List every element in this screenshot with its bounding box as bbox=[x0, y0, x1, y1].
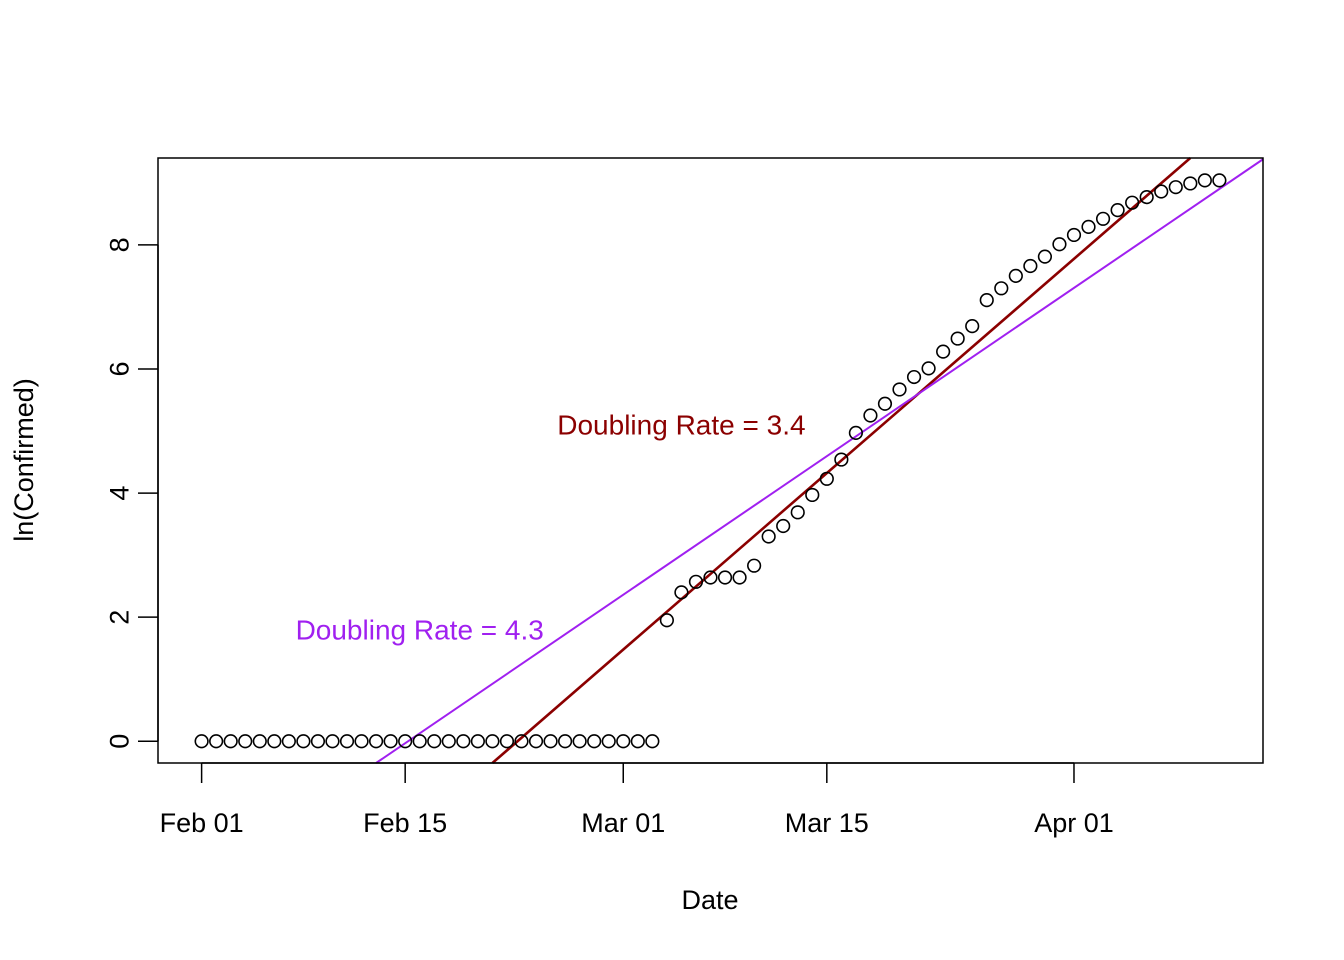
data-point bbox=[1212, 173, 1227, 188]
x-tick-label: Mar 15 bbox=[785, 808, 869, 838]
data-point bbox=[921, 361, 936, 376]
data-point bbox=[732, 570, 747, 585]
data-point bbox=[456, 734, 471, 749]
data-point bbox=[950, 331, 965, 346]
data-point bbox=[223, 734, 238, 749]
data-point bbox=[325, 734, 340, 749]
data-point bbox=[906, 369, 922, 385]
data-point bbox=[1197, 173, 1212, 188]
data-point bbox=[1154, 184, 1169, 199]
data-point bbox=[790, 505, 805, 520]
data-point bbox=[354, 734, 369, 749]
data-point bbox=[238, 734, 253, 749]
data-point bbox=[630, 734, 645, 749]
data-point bbox=[441, 734, 456, 749]
data-point bbox=[688, 574, 704, 589]
data-point bbox=[558, 734, 573, 749]
data-point bbox=[805, 487, 820, 503]
data-point bbox=[412, 734, 427, 749]
data-point bbox=[1008, 268, 1023, 283]
data-point bbox=[194, 734, 209, 749]
data-point bbox=[747, 558, 762, 573]
y-tick-label: 2 bbox=[104, 610, 134, 625]
data-point bbox=[398, 734, 413, 749]
data-point bbox=[1037, 249, 1053, 264]
data-point bbox=[296, 734, 311, 749]
y-tick-label: 8 bbox=[104, 237, 134, 252]
data-point bbox=[979, 292, 994, 308]
data-point bbox=[310, 734, 326, 749]
data-point bbox=[936, 344, 951, 359]
data-point bbox=[1183, 176, 1198, 191]
data-point bbox=[1095, 211, 1111, 226]
x-tick-label: Feb 01 bbox=[160, 808, 244, 838]
data-point bbox=[1168, 180, 1183, 195]
data-point bbox=[819, 471, 834, 486]
data-point bbox=[761, 529, 776, 544]
data-point bbox=[674, 585, 689, 600]
fit-line bbox=[491, 157, 1192, 764]
data-point bbox=[514, 734, 529, 749]
data-point bbox=[834, 452, 849, 467]
data-point bbox=[281, 734, 296, 749]
data-point bbox=[601, 734, 616, 749]
data-point bbox=[587, 734, 602, 749]
data-point bbox=[252, 734, 267, 749]
y-tick-label: 0 bbox=[104, 734, 134, 749]
data-points bbox=[194, 173, 1227, 749]
data-point bbox=[1139, 189, 1154, 205]
data-point bbox=[1066, 227, 1082, 243]
data-point bbox=[572, 734, 587, 749]
fit-line bbox=[375, 158, 1264, 764]
data-point bbox=[877, 396, 893, 411]
data-point bbox=[848, 425, 863, 440]
data-point bbox=[209, 734, 224, 749]
data-point bbox=[717, 570, 733, 585]
data-point bbox=[485, 734, 500, 749]
fit-lines bbox=[375, 157, 1264, 764]
data-point bbox=[863, 408, 878, 423]
data-point bbox=[499, 734, 515, 749]
x-axis: Feb 01 Feb 15 Mar 01 Mar 15 Apr 01 bbox=[160, 762, 1114, 838]
x-tick-label: Mar 01 bbox=[581, 808, 665, 838]
x-tick-label: Feb 15 bbox=[363, 808, 447, 838]
data-point bbox=[267, 734, 282, 749]
data-point bbox=[1081, 219, 1096, 234]
data-point bbox=[383, 734, 398, 749]
doubling-rate-annotation: Doubling Rate = 3.4 bbox=[557, 410, 805, 441]
data-point bbox=[1052, 237, 1067, 252]
data-point bbox=[776, 518, 791, 534]
data-point bbox=[1125, 195, 1140, 210]
x-tick-label: Apr 01 bbox=[1034, 808, 1114, 838]
annotations: Doubling Rate = 3.4 Doubling Rate = 4.3 bbox=[296, 410, 806, 646]
data-point bbox=[659, 613, 674, 628]
data-point bbox=[703, 570, 718, 585]
x-axis-label: Date bbox=[681, 885, 738, 915]
data-point bbox=[892, 382, 907, 397]
data-point bbox=[339, 734, 355, 749]
data-point bbox=[616, 734, 631, 749]
data-point bbox=[528, 734, 544, 749]
y-axis-label: ln(Confirmed) bbox=[9, 378, 39, 542]
y-tick-label: 4 bbox=[104, 486, 134, 501]
data-point bbox=[965, 319, 980, 334]
data-point bbox=[645, 734, 660, 749]
data-point bbox=[368, 734, 384, 749]
data-point bbox=[543, 734, 558, 749]
data-point bbox=[470, 734, 485, 749]
data-point bbox=[1023, 258, 1038, 274]
data-point bbox=[427, 734, 442, 749]
y-axis: 0 2 4 6 8 bbox=[104, 237, 159, 749]
doubling-rate-annotation: Doubling Rate = 4.3 bbox=[296, 614, 544, 645]
y-tick-label: 6 bbox=[104, 361, 134, 376]
data-point bbox=[994, 281, 1009, 296]
data-point bbox=[1110, 203, 1125, 218]
